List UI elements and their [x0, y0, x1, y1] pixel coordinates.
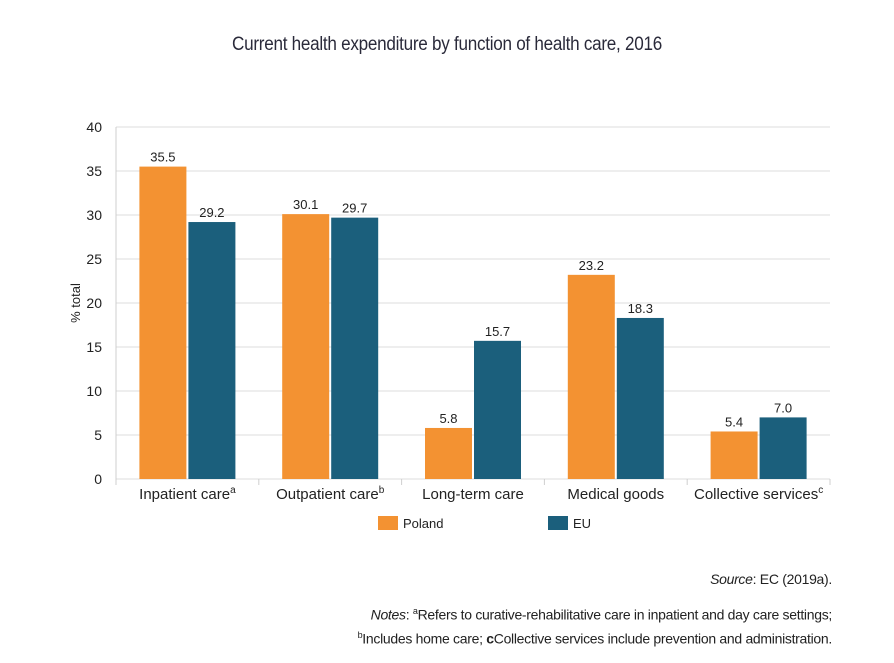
y-tick-label: 20	[86, 295, 102, 311]
y-tick-label: 30	[86, 207, 102, 223]
bar-poland	[567, 274, 615, 479]
category-superscript: c	[818, 485, 823, 496]
y-axis-label: % total	[68, 283, 83, 323]
bar-poland	[139, 166, 187, 479]
data-label: 29.2	[199, 205, 224, 220]
x-category-label: Long-term care	[422, 486, 524, 503]
x-category-label: Outpatient careb	[276, 485, 385, 503]
y-tick-label: 5	[94, 427, 102, 443]
data-label: 35.5	[150, 150, 175, 165]
y-tick-label: 25	[86, 251, 102, 267]
x-category-label: Collective servicesc	[694, 485, 823, 503]
y-tick-label: 10	[86, 383, 102, 399]
y-tick-label: 35	[86, 163, 102, 179]
legend-label: EU	[573, 516, 591, 531]
notes-label: Notes	[370, 606, 406, 623]
note-c-mark: c	[486, 630, 494, 647]
data-label: 23.2	[579, 258, 604, 273]
bar-poland	[710, 431, 758, 479]
bar-eu	[616, 317, 664, 479]
category-superscript: a	[230, 485, 236, 496]
data-label: 18.3	[628, 301, 653, 316]
bar-poland	[282, 214, 330, 479]
bar-eu	[188, 222, 236, 480]
data-label: 29.7	[342, 201, 367, 216]
data-label: 7.0	[774, 400, 792, 415]
data-label: 5.4	[725, 414, 743, 429]
bar-eu	[331, 217, 379, 479]
legend-label: Poland	[403, 516, 443, 531]
x-category-label: Medical goods	[567, 486, 664, 503]
data-label: 30.1	[293, 197, 318, 212]
source-label: Source	[710, 571, 753, 587]
bar-poland	[425, 427, 472, 479]
legend-swatch-eu	[548, 516, 568, 530]
bar-eu	[759, 417, 807, 479]
chart-title: Current health expenditure by function o…	[232, 34, 662, 55]
notes: Notes: aRefers to curative-rehabilitativ…	[357, 606, 833, 647]
source-text: : EC (2019a).	[752, 571, 833, 587]
note-b-mark: b	[357, 629, 363, 640]
data-label: 5.8	[439, 411, 457, 426]
legend-swatch-poland	[378, 516, 398, 530]
y-tick-label: 40	[86, 119, 102, 135]
source-note: Source: EC (2019a).	[710, 571, 832, 587]
note-b-text: Includes home care;	[362, 630, 487, 647]
y-tick-label: 0	[94, 471, 102, 487]
note-a-mark: a	[412, 606, 418, 616]
x-category-label: Inpatient carea	[139, 485, 236, 503]
bar-eu	[474, 340, 521, 479]
category-superscript: b	[379, 485, 385, 496]
note-a-text: Refers to curative-rehabilitative care i…	[417, 606, 833, 623]
data-label: 15.7	[485, 324, 510, 339]
y-tick-label: 15	[86, 339, 102, 355]
note-c-text: Collective services include prevention a…	[493, 630, 833, 647]
